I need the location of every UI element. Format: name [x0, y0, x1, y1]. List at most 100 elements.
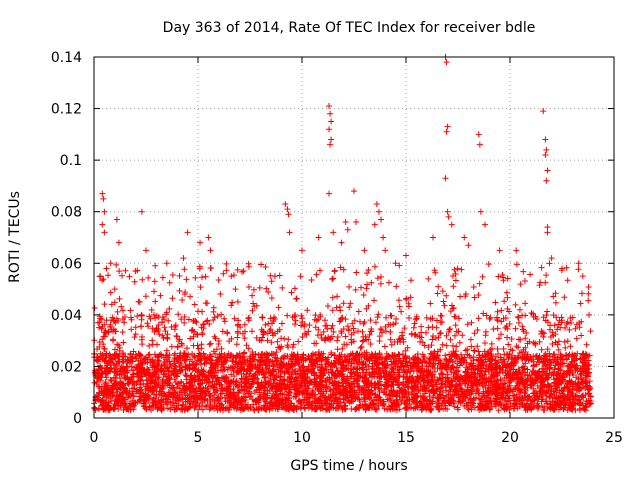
- data-point: [118, 272, 125, 279]
- data-point: [510, 397, 517, 404]
- data-point: [566, 326, 573, 333]
- data-point: [452, 277, 459, 284]
- data-point: [350, 325, 357, 332]
- data-point: [182, 371, 189, 378]
- data-point: [585, 283, 592, 290]
- data-point: [260, 391, 267, 398]
- data-point: [199, 274, 206, 281]
- data-point: [199, 330, 206, 337]
- data-point: [438, 380, 445, 387]
- data-point: [234, 298, 241, 305]
- data-point: [95, 389, 102, 396]
- data-point: [215, 340, 222, 347]
- data-point: [408, 330, 415, 337]
- data-point: [447, 336, 454, 343]
- data-point: [297, 273, 304, 280]
- data-point: [522, 300, 529, 307]
- data-point: [268, 294, 275, 301]
- data-point: [330, 275, 337, 282]
- data-point: [567, 343, 574, 350]
- data-point: [267, 315, 274, 322]
- data-point: [146, 351, 153, 358]
- data-point: [275, 304, 282, 311]
- data-point: [270, 362, 277, 369]
- data-point: [575, 266, 582, 273]
- data-point: [144, 320, 151, 327]
- data-point: [447, 308, 454, 315]
- data-point: [454, 265, 461, 272]
- data-point: [149, 337, 156, 344]
- data-point: [297, 322, 304, 329]
- data-point: [391, 338, 398, 345]
- data-point: [176, 272, 183, 279]
- data-point: [91, 304, 98, 311]
- data-point: [494, 317, 501, 324]
- data-point: [349, 320, 356, 327]
- data-point: [394, 407, 401, 414]
- data-point: [467, 336, 474, 343]
- data-point: [423, 314, 430, 321]
- data-point: [101, 301, 108, 308]
- data-point: [217, 291, 224, 298]
- data-point: [585, 297, 592, 304]
- data-point: [388, 341, 395, 348]
- data-point: [450, 305, 457, 312]
- data-point: [374, 275, 381, 282]
- data-point: [585, 290, 592, 297]
- data-point: [142, 293, 149, 300]
- data-point: [500, 345, 507, 352]
- data-point: [133, 380, 140, 387]
- data-point: [522, 312, 529, 319]
- data-point: [411, 331, 418, 338]
- data-point: [413, 315, 420, 322]
- data-point: [504, 305, 511, 312]
- data-point: [498, 307, 505, 314]
- data-point: [522, 335, 529, 342]
- data-point: [515, 314, 522, 321]
- data-point: [109, 337, 116, 344]
- data-point: [504, 334, 511, 341]
- data-point: [495, 335, 502, 342]
- data-point: [334, 334, 341, 341]
- data-point: [508, 336, 515, 343]
- data-point: [274, 338, 281, 345]
- data-point: [353, 269, 360, 276]
- data-point: [340, 300, 347, 307]
- data-point: [204, 300, 211, 307]
- data-point: [168, 343, 175, 350]
- data-point: [470, 283, 477, 290]
- data-point: [406, 314, 413, 321]
- data-point: [504, 294, 511, 301]
- data-point: [549, 341, 556, 348]
- data-point: [577, 300, 584, 307]
- data-point: [346, 283, 353, 290]
- data-point: [375, 311, 382, 318]
- data-point: [249, 292, 256, 299]
- data-point: [194, 308, 201, 315]
- data-point: [367, 317, 374, 324]
- data-point: [249, 396, 256, 403]
- data-point: [317, 267, 324, 274]
- data-point: [285, 336, 292, 343]
- data-point: [165, 317, 172, 324]
- data-point: [395, 297, 402, 304]
- data-point: [337, 264, 344, 271]
- data-point: [561, 338, 568, 345]
- data-point: [116, 295, 123, 302]
- data-point: [418, 323, 425, 330]
- data-point: [562, 344, 569, 351]
- data-point: [324, 303, 331, 310]
- data-point: [214, 313, 221, 320]
- data-point: [137, 323, 144, 330]
- data-point: [388, 312, 395, 319]
- data-point: [520, 268, 527, 275]
- data-point: [468, 343, 475, 350]
- data-point: [530, 362, 537, 369]
- data-point: [371, 297, 378, 304]
- data-point: [555, 338, 562, 345]
- data-point: [433, 317, 440, 324]
- data-point: [268, 339, 275, 346]
- data-point: [334, 293, 341, 300]
- data-point: [169, 295, 176, 302]
